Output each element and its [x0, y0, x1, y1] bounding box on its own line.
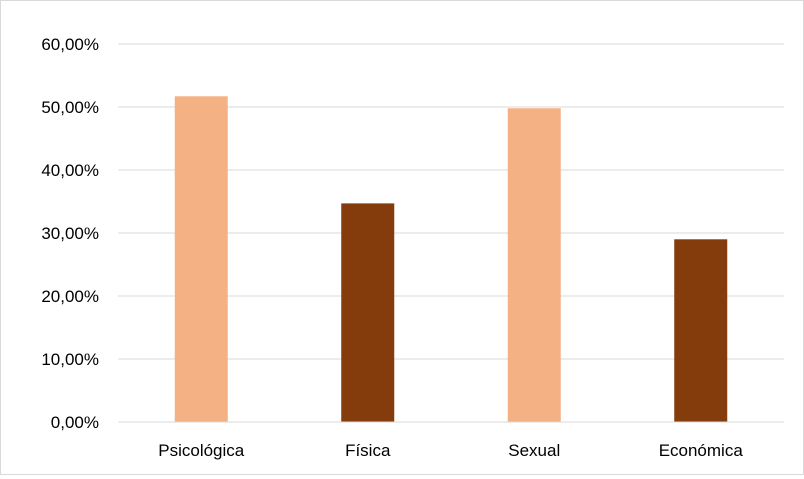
y-tick-label: 60,00%	[41, 35, 99, 54]
x-category-label: Psicológica	[158, 441, 245, 460]
bar-sexual	[507, 108, 561, 422]
y-tick-label: 50,00%	[41, 98, 99, 117]
y-tick-label: 10,00%	[41, 350, 99, 369]
x-axis-category-labels: Psicológica Física Sexual Económica	[158, 441, 743, 460]
y-tick-label: 20,00%	[41, 287, 99, 306]
x-category-label: Económica	[659, 441, 744, 460]
bar-económica	[674, 239, 728, 422]
y-axis-tick-labels: 0,00% 10,00% 20,00% 30,00% 40,00% 50,00% 60,00…	[41, 35, 99, 432]
y-tick-label: 30,00%	[41, 224, 99, 243]
x-category-label: Sexual	[508, 441, 560, 460]
gridlines	[118, 43, 784, 360]
bar-psicológica	[174, 96, 228, 422]
bar-física	[341, 203, 395, 422]
bars	[174, 96, 728, 422]
y-tick-label: 0,00%	[51, 413, 99, 432]
x-category-label: Física	[345, 441, 391, 460]
y-tick-label: 40,00%	[41, 161, 99, 180]
